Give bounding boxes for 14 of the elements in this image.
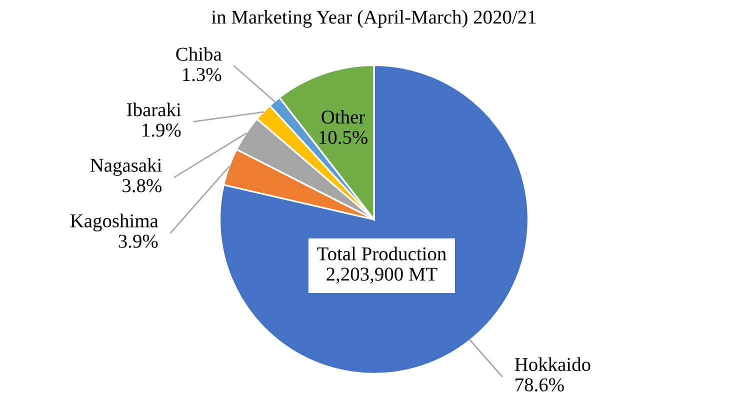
slice-label: Other — [322, 110, 365, 124]
data-label: 1.9% — [142, 124, 181, 137]
slice-label: Hokkaido — [514, 357, 590, 372]
data-label: 3.8% — [122, 179, 162, 192]
data-label: 3.9% — [118, 234, 158, 248]
data-label: 1.3% — [183, 68, 222, 82]
text: Total Production 2,203,900 MT — [317, 246, 446, 284]
data-label: 10.5% — [320, 130, 368, 144]
slice-label: Kagoshima — [70, 214, 158, 232]
slice-label: Ibaraki — [127, 102, 182, 116]
data-label: 78.6% — [516, 378, 564, 392]
slice-label: Nagasaki — [90, 158, 162, 176]
slice-label: Chiba — [176, 47, 222, 61]
chart-title: in Marketing Year (April-March) 2020/21 — [212, 10, 536, 28]
